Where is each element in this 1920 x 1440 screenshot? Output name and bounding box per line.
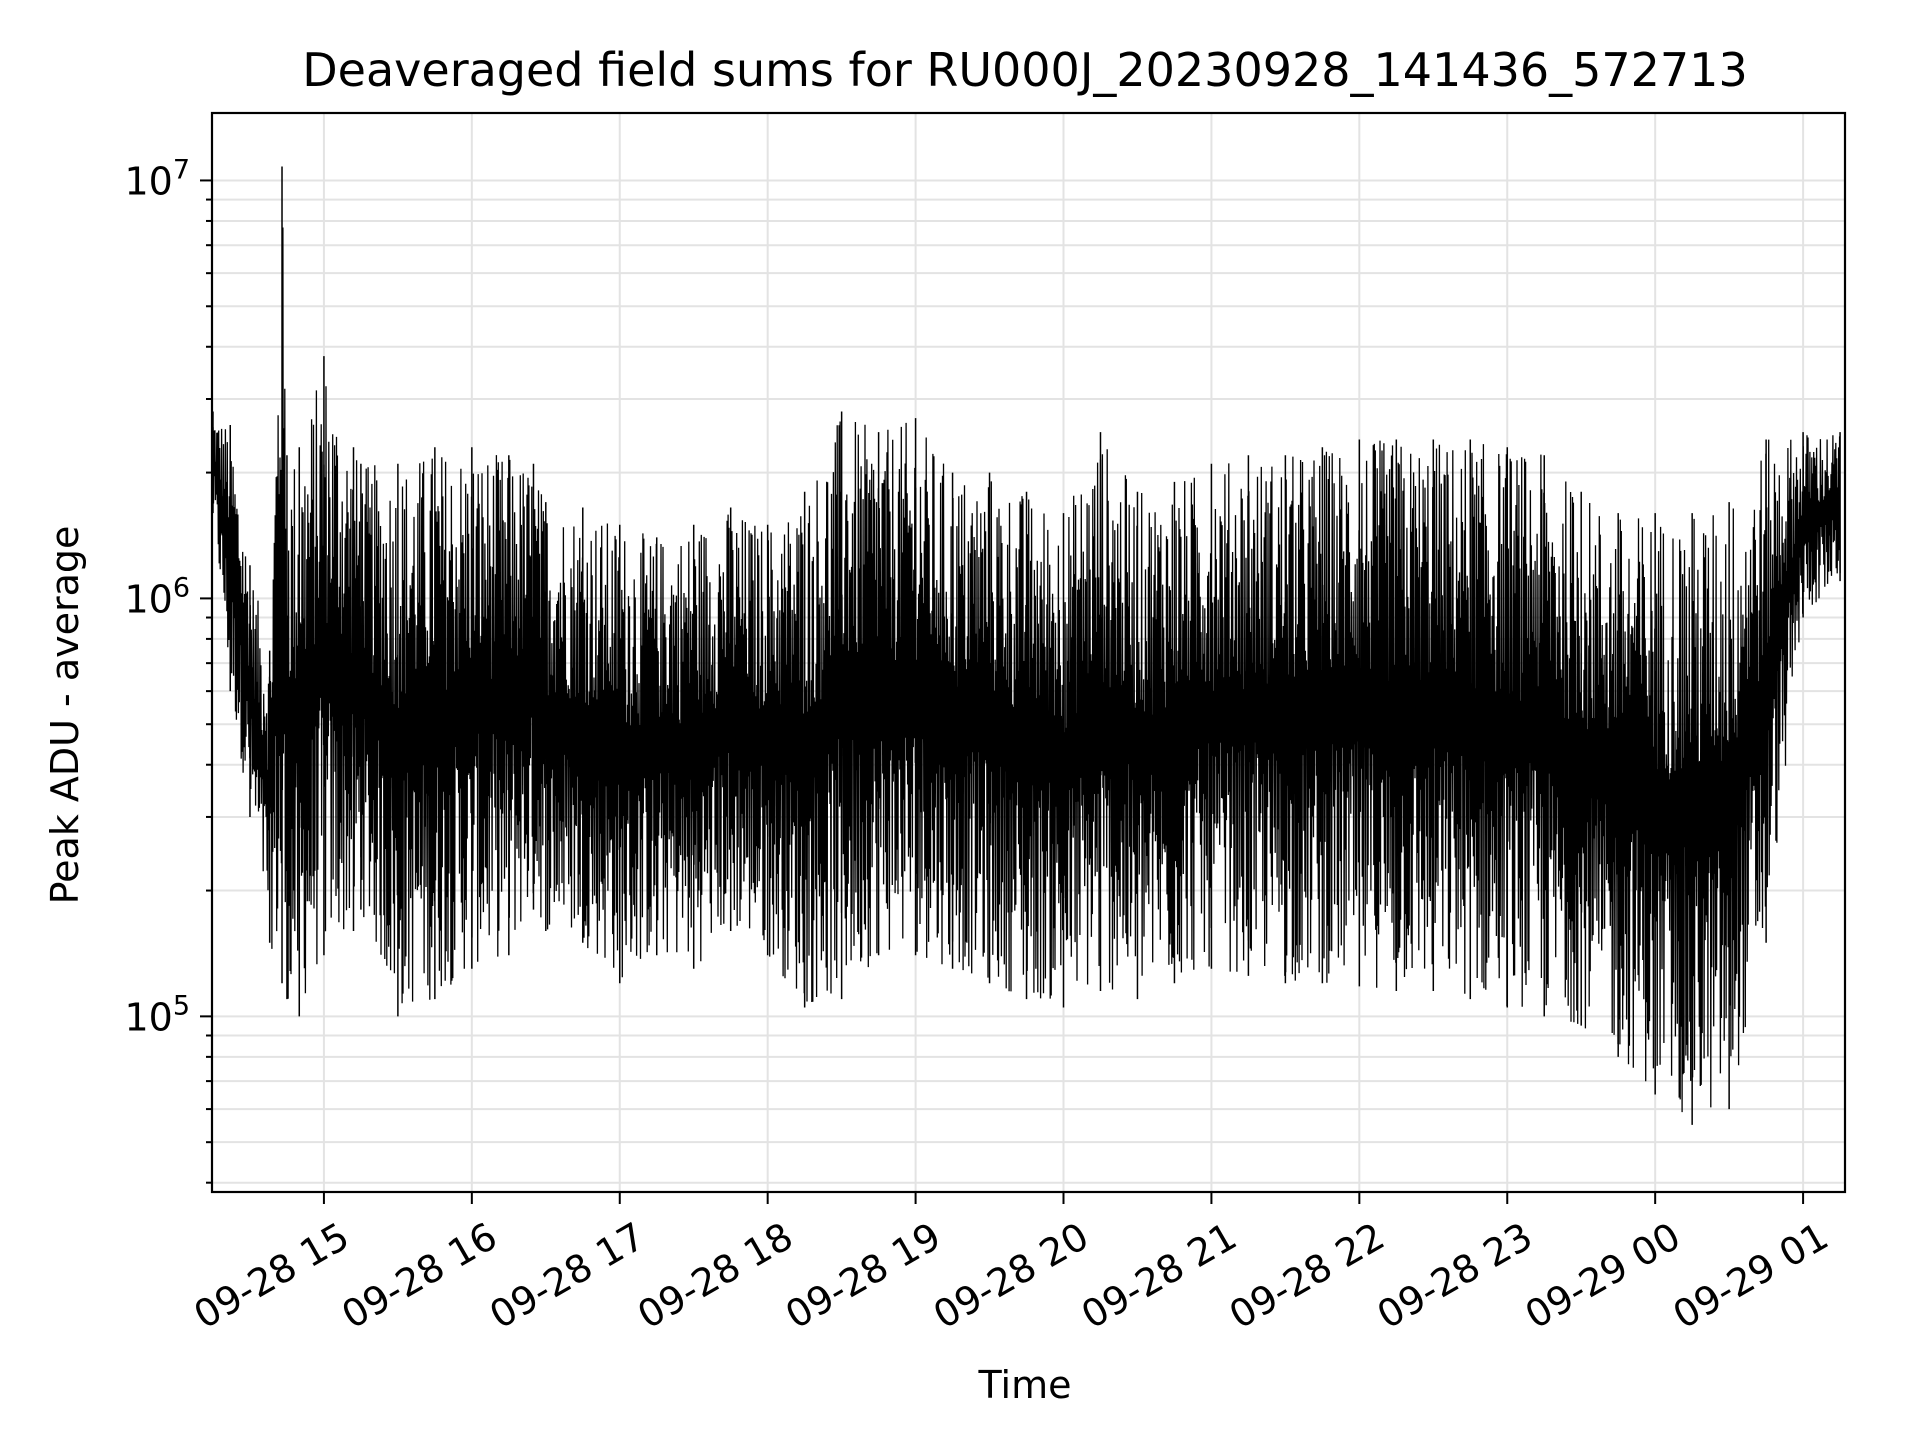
axes-frame [210,111,1847,1194]
y-axis-label: Peak ADU - average [43,526,87,905]
x-axis-label: Time [978,1363,1072,1407]
y-tick-label: 107 [124,154,190,203]
plot-area [212,166,1841,1125]
chart-title: Deaveraged field sums for RU000J_2023092… [302,43,1747,97]
y-tick-label: 106 [124,572,190,621]
y-tick-label: 105 [124,990,190,1039]
y-axis: 105 106 107 [124,154,212,1184]
